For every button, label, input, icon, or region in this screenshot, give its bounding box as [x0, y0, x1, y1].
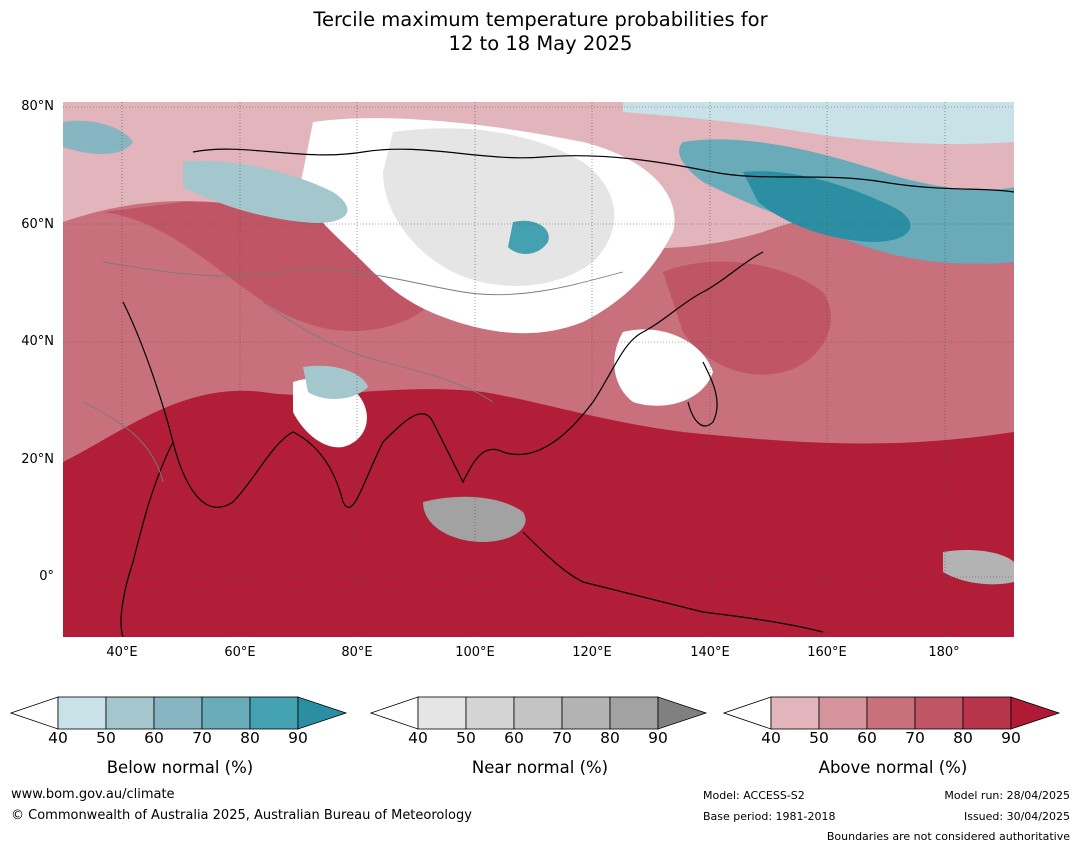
colorbar-tick-label: 90	[1001, 729, 1021, 747]
colorbar-swatch	[962, 696, 1012, 730]
map-field	[63, 102, 1014, 637]
colorbar-tick-label: 60	[857, 729, 877, 747]
lat-label-0: 0°	[39, 569, 54, 584]
probability-map	[63, 102, 1014, 637]
colorbar-tick-label: 50	[456, 729, 476, 747]
boundaries-disclaimer: Boundaries are not considered authoritat…	[826, 830, 1070, 843]
colorbar-tick-label: 50	[96, 729, 116, 747]
lon-label-180: 180°	[928, 645, 960, 660]
colorbar-tick-label: 60	[144, 729, 164, 747]
colorbar-swatch	[249, 696, 299, 730]
colorbar-tick-label: 40	[761, 729, 781, 747]
website-link[interactable]: www.bom.gov.au/climate	[11, 787, 175, 802]
colorbar-near-swatches	[370, 696, 708, 730]
model-text: Model: ACCESS-S2	[703, 789, 805, 802]
colorbar-swatch	[866, 696, 916, 730]
lat-label-80n: 80°N	[21, 99, 54, 114]
colorbar-below-ticks: 40 50 60 70 80 90	[10, 729, 350, 749]
colorbar-tick-label: 70	[192, 729, 212, 747]
colorbar-near-ticks: 40 50 60 70 80 90	[370, 729, 710, 749]
colorbar-swatch	[561, 696, 611, 730]
colorbar-near-label: Near normal (%)	[471, 758, 609, 777]
colorbar-tick-label: 90	[288, 729, 308, 747]
colorbar-extend-high	[1010, 696, 1061, 730]
colorbar-tick-label: 70	[905, 729, 925, 747]
colorbar-swatch	[57, 696, 107, 730]
lon-label-100e: 100°E	[455, 645, 495, 660]
model-run-text: Model run: 28/04/2025	[944, 789, 1070, 802]
colorbar-tick-label: 80	[600, 729, 620, 747]
colorbar-below-normal: 40 50 60 70 80 90 Below normal (%)	[10, 695, 350, 795]
issued-text: Issued: 30/04/2025	[963, 810, 1070, 823]
colorbar-tick-label: 80	[953, 729, 973, 747]
colorbar-near-normal: 40 50 60 70 80 90 Near normal (%)	[370, 695, 710, 795]
colorbar-above-label: Above normal (%)	[818, 758, 968, 777]
lon-label-160e: 160°E	[807, 645, 847, 660]
colorbar-swatch	[417, 696, 467, 730]
colorbar-swatch	[153, 696, 203, 730]
colorbar-extend-high	[297, 696, 348, 730]
lat-label-20n: 20°N	[21, 452, 54, 467]
colorbar-swatch	[201, 696, 251, 730]
colorbar-above-swatches	[723, 696, 1061, 730]
colorbar-above-normal: 40 50 60 70 80 90 Above normal (%)	[723, 695, 1063, 795]
colorbar-tick-label: 70	[552, 729, 572, 747]
colorbar-tick-label: 40	[48, 729, 68, 747]
title-line-1: Tercile maximum temperature probabilitie…	[313, 8, 768, 31]
colorbar-extend-low	[723, 696, 772, 730]
colorbar-tick-label: 80	[240, 729, 260, 747]
lon-label-140e: 140°E	[690, 645, 730, 660]
colorbar-tick-label: 50	[809, 729, 829, 747]
chart-title: Tercile maximum temperature probabilitie…	[0, 8, 1081, 56]
colorbar-swatch	[770, 696, 820, 730]
lon-label-80e: 80°E	[341, 645, 373, 660]
colorbar-swatch	[465, 696, 515, 730]
colorbar-swatch	[914, 696, 964, 730]
colorbar-below-label: Below normal (%)	[106, 758, 254, 777]
colorbar-below-swatches	[10, 696, 348, 730]
colorbar-swatch	[105, 696, 155, 730]
title-line-2: 12 to 18 May 2025	[448, 32, 633, 55]
colorbar-extend-low	[10, 696, 59, 730]
lon-label-120e: 120°E	[572, 645, 612, 660]
lat-label-60n: 60°N	[21, 217, 54, 232]
colorbar-extend-high	[657, 696, 708, 730]
lat-label-40n: 40°N	[21, 334, 54, 349]
lon-label-60e: 60°E	[224, 645, 256, 660]
colorbar-extend-low	[370, 696, 419, 730]
colorbar-tick-label: 40	[408, 729, 428, 747]
colorbar-swatch	[609, 696, 659, 730]
colorbar-swatch	[818, 696, 868, 730]
colorbar-tick-label: 90	[648, 729, 668, 747]
colorbar-above-ticks: 40 50 60 70 80 90	[723, 729, 1063, 749]
copyright-text: © Commonwealth of Australia 2025, Austra…	[11, 808, 472, 823]
colorbar-swatch	[513, 696, 563, 730]
colorbar-tick-label: 60	[504, 729, 524, 747]
lon-label-40e: 40°E	[106, 645, 138, 660]
base-period-text: Base period: 1981-2018	[703, 810, 836, 823]
